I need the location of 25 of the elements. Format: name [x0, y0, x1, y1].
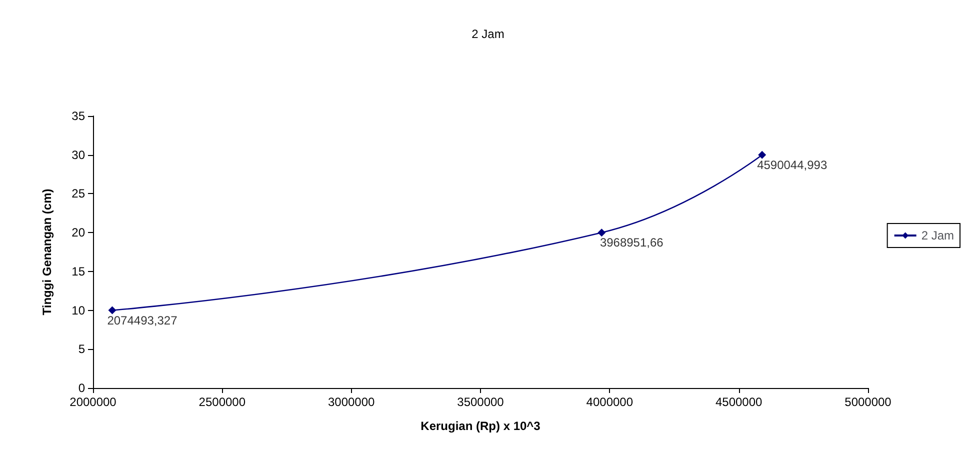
y-tick-label: 25 — [72, 186, 86, 201]
point — [758, 150, 766, 159]
x-tick-label: 4500000 — [715, 395, 763, 409]
y-tick-label: 10 — [72, 303, 86, 318]
legend-label: 2 Jam — [921, 228, 954, 242]
x-tick-label: 5000000 — [844, 395, 892, 409]
annotation: 3968951,66 — [600, 236, 664, 250]
x-tick-label: 4000000 — [586, 395, 634, 409]
point — [108, 306, 116, 314]
y-tick-label: 20 — [72, 226, 86, 240]
x-axis-title: Kerugian (Rp) x 10^3 — [420, 419, 541, 433]
y-tick-label: 5 — [78, 342, 86, 356]
chart-title: 2 Jam — [472, 27, 504, 41]
y-tick-label: 15 — [72, 264, 86, 278]
annotation: 2074493,327 — [107, 313, 178, 328]
point — [598, 228, 606, 237]
y-axis-title: Tinggi Genangan (cm) — [40, 188, 54, 316]
x-tick-label: 2500000 — [198, 395, 246, 409]
x-tick-label: 3500000 — [457, 395, 504, 409]
annotation: 4590044,993 — [757, 158, 828, 172]
y-tick-label: 0 — [78, 381, 86, 395]
x-tick-label: 2000000 — [70, 395, 117, 409]
y-tick-label: 35 — [72, 109, 86, 123]
y-tick-label: 30 — [72, 148, 86, 162]
x-tick-label: 3000000 — [328, 395, 376, 409]
